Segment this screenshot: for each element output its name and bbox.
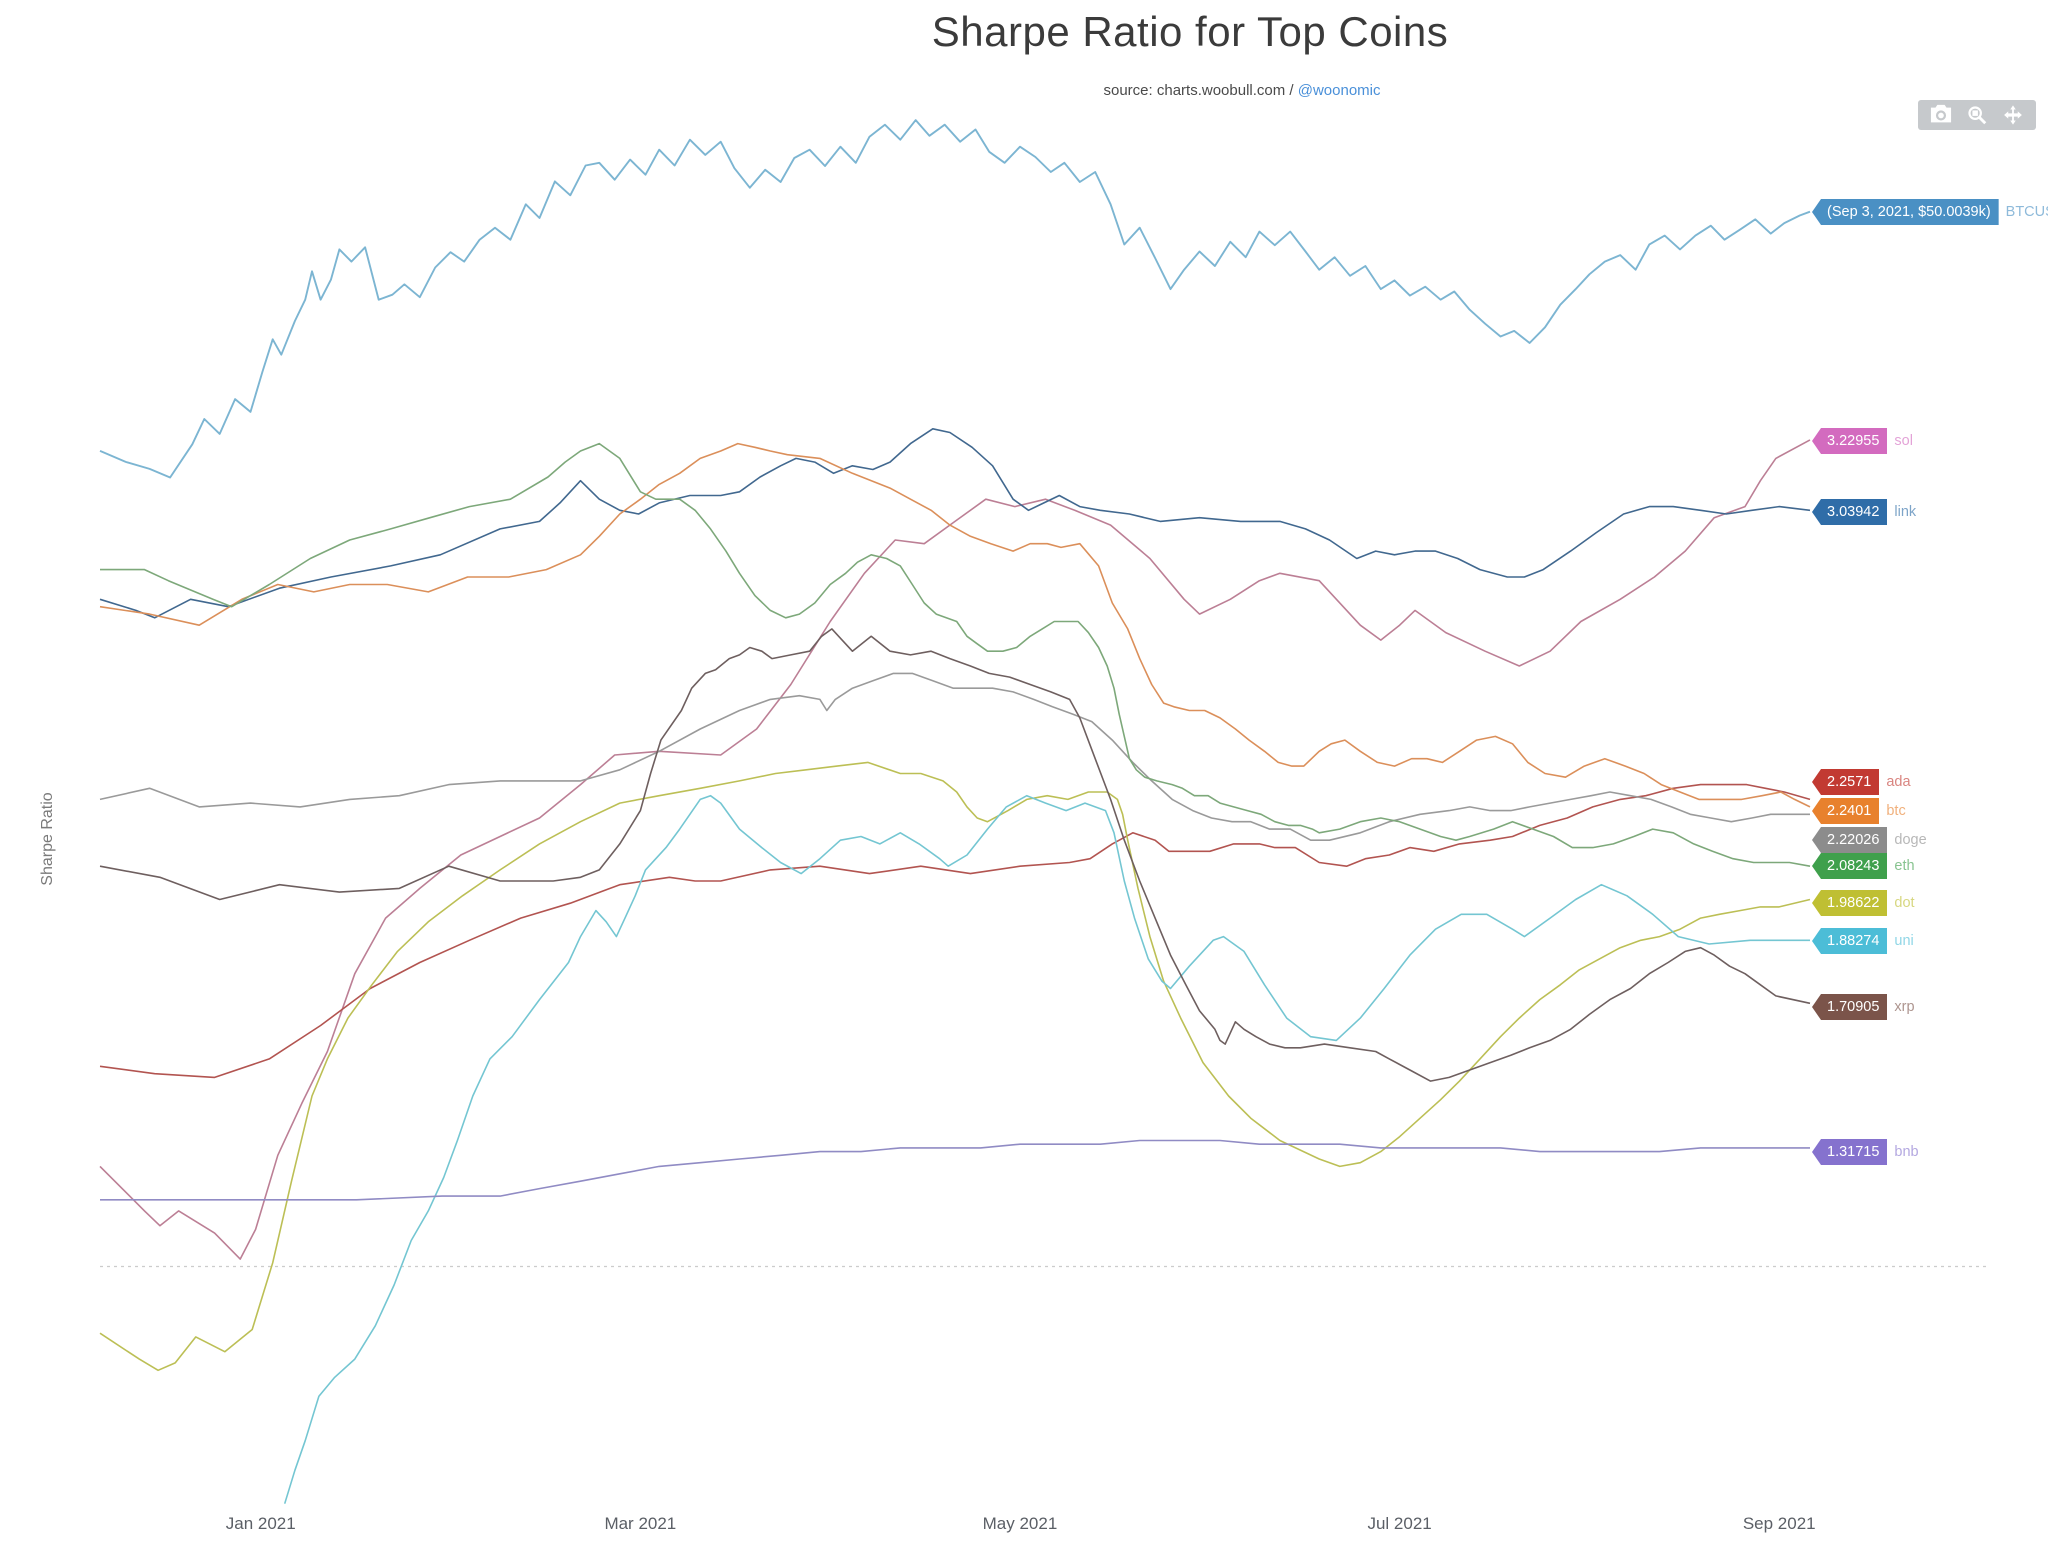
series-label-sol[interactable]: sol — [1894, 433, 1913, 449]
series-line-xrp[interactable] — [99, 628, 1811, 1082]
series-label-bnb[interactable]: bnb — [1894, 1144, 1919, 1160]
value-tag-ada[interactable]: 2.2571 — [1812, 769, 1880, 795]
tag-row-doge: 2.22026 doge — [1812, 827, 1927, 853]
tag-row-btc: 2.2401 btc — [1812, 798, 1906, 824]
plot-toolbar — [1918, 100, 2036, 130]
series-line-btc[interactable] — [99, 442, 1811, 808]
value-tag-sol[interactable]: 3.22955 — [1812, 428, 1888, 454]
series-label-xrp[interactable]: xrp — [1894, 999, 1915, 1015]
tag-row-dot: 1.98622 dot — [1812, 890, 1915, 916]
x-tick-may-2021: May 2021 — [982, 1514, 1058, 1533]
series-label-BTCUSD[interactable]: BTCUSD — [2005, 204, 2048, 220]
value-tag-dot[interactable]: 1.98622 — [1812, 890, 1888, 916]
series-line-sol[interactable] — [99, 439, 1811, 1260]
value-tag-uni[interactable]: 1.88274 — [1812, 928, 1888, 954]
tag-row-xrp: 1.70905 xrp — [1812, 994, 1915, 1020]
zoom-icon[interactable] — [1966, 104, 1988, 126]
series-label-eth[interactable]: eth — [1894, 858, 1915, 874]
tag-row-eth: 2.08243 eth — [1812, 853, 1915, 879]
series-line-ada[interactable] — [99, 783, 1811, 1079]
series-label-btc[interactable]: btc — [1886, 803, 1906, 819]
value-tag-BTCUSD[interactable]: (Sep 3, 2021, $50.0039k) — [1812, 199, 1999, 225]
camera-icon[interactable] — [1930, 104, 1952, 126]
x-tick-jan-2021: Jan 2021 — [225, 1514, 296, 1533]
x-tick-mar-2021: Mar 2021 — [604, 1514, 677, 1533]
source-text: source: charts.woobull.com / — [1103, 82, 1298, 99]
series-line-link[interactable] — [99, 427, 1811, 619]
value-tag-btc[interactable]: 2.2401 — [1812, 798, 1880, 824]
series-line-btcusd[interactable] — [99, 119, 1811, 479]
series-line-doge[interactable] — [99, 672, 1810, 842]
woonomic-link[interactable]: @woonomic — [1297, 82, 1381, 99]
series-label-ada[interactable]: ada — [1886, 774, 1911, 790]
series-line-uni[interactable] — [283, 794, 1810, 1504]
series-line-bnb[interactable] — [100, 1139, 1810, 1201]
series-line-eth[interactable] — [100, 442, 1811, 867]
value-tag-xrp[interactable]: 1.70905 — [1812, 994, 1888, 1020]
tag-row-ada: 2.2571 ada — [1812, 769, 1911, 795]
value-tag-doge[interactable]: 2.22026 — [1812, 827, 1888, 853]
value-tag-link[interactable]: 3.03942 — [1812, 499, 1888, 525]
value-tag-bnb[interactable]: 1.31715 — [1812, 1139, 1888, 1165]
tag-row-bnb: 1.31715 bnb — [1812, 1139, 1919, 1165]
series-label-doge[interactable]: doge — [1894, 832, 1927, 848]
series-label-dot[interactable]: dot — [1894, 895, 1915, 911]
x-tick-jul-2021: Jul 2021 — [1367, 1514, 1432, 1533]
tag-row-sol: 3.22955 sol — [1812, 428, 1913, 454]
page-title: Sharpe Ratio for Top Coins — [931, 8, 1449, 55]
chart-source-subtitle: source: charts.woobull.com / @woonomic — [1103, 82, 1380, 99]
series-label-uni[interactable]: uni — [1894, 933, 1914, 949]
tag-row-link: 3.03942 link — [1812, 499, 1916, 525]
series-line-dot[interactable] — [99, 761, 1811, 1372]
series-label-link[interactable]: link — [1894, 504, 1917, 520]
tag-row-BTCUSD: (Sep 3, 2021, $50.0039k) BTCUSD — [1812, 199, 2048, 225]
tag-row-uni: 1.88274 uni — [1812, 928, 1914, 954]
pan-icon[interactable] — [2002, 104, 2024, 126]
value-tag-eth[interactable]: 2.08243 — [1812, 853, 1888, 879]
x-tick-sep-2021: Sep 2021 — [1742, 1514, 1816, 1533]
